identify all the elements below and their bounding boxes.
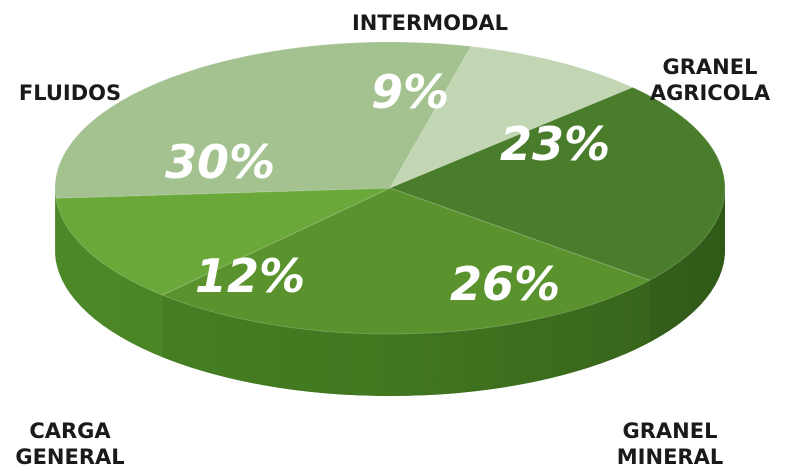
pie-slice-fluidos [54,41,472,199]
pie-value-label-fluidos: 30% [165,135,275,189]
pie-value-label-granel-mineral: 26% [450,257,560,311]
category-label-granel-agricola: GRANEL AGRICOLA [649,55,771,105]
category-label-fluidos: FLUIDOS [18,81,122,105]
pie-side-wall [55,188,725,396]
pie-slice-intermodal [388,45,634,190]
pie-value-label-carga-general: 12% [195,249,305,303]
pie-top-face [54,41,726,335]
category-label-granel-mineral: GRANEL MINERAL [616,419,724,469]
pie-value-labels: 9% 23% 26% 12% 30% [165,65,610,311]
pie-slice-granel-agricola [388,86,726,281]
category-label-carga-general: CARGA GENERAL [15,419,125,469]
category-label-intermodal: INTERMODAL [351,11,509,35]
pie-side-shading [55,188,725,396]
pie-slice-carga-general [55,187,391,296]
pie-value-label-intermodal: 9% [371,65,449,119]
pie-slice-granel-mineral [161,187,651,335]
pie-value-label-granel-agricola: 23% [500,117,610,171]
